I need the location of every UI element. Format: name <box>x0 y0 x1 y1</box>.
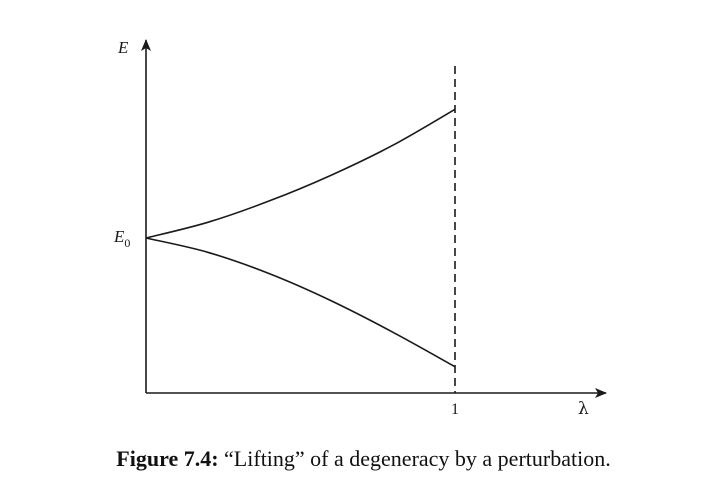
caption-label: Figure 7.4: <box>116 446 219 471</box>
lower-energy-curve <box>145 237 456 368</box>
figure-caption: Figure 7.4: “Lifting” of a degeneracy by… <box>0 446 727 472</box>
y-tick-label-e0: E0 <box>113 227 130 250</box>
x-tick-label-1: 1 <box>451 401 459 418</box>
y-tick-label-main: E <box>113 227 125 246</box>
caption-text: “Lifting” of a degeneracy by a perturbat… <box>218 446 611 471</box>
upper-energy-curve <box>145 108 456 239</box>
y-axis-label: E <box>117 38 129 57</box>
x-axis-label: λ <box>578 399 589 419</box>
y-tick-label-subscript: 0 <box>124 236 130 250</box>
